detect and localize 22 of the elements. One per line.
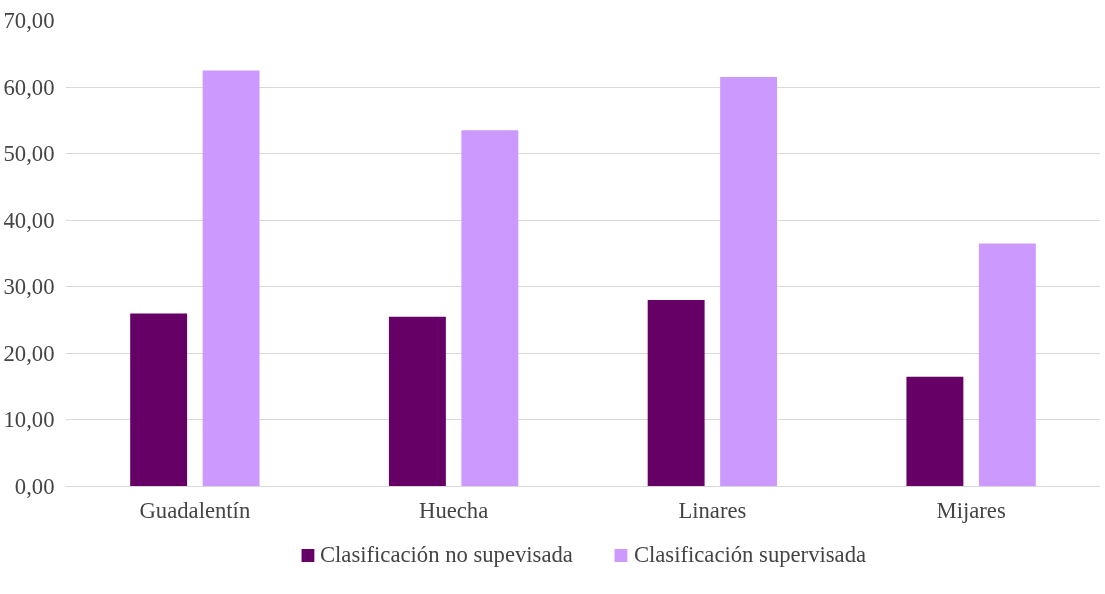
y-tick-label: 40,00 [3, 207, 55, 233]
bar [906, 376, 964, 487]
bar [130, 313, 188, 487]
y-tick-label: 0,00 [14, 474, 55, 499]
bar [202, 70, 260, 487]
y-tick-label: 10,00 [3, 407, 55, 433]
bar [461, 130, 519, 487]
x-tick-label: Linares [678, 497, 747, 523]
x-tick-label: Mijares [936, 497, 1006, 523]
y-tick-label: 70,00 [3, 8, 55, 33]
bar [720, 77, 778, 487]
y-tick-label: 30,00 [3, 274, 55, 300]
bar [388, 316, 446, 487]
legend-label: Clasificación supervisada [633, 542, 867, 568]
y-tick-label: 60,00 [3, 74, 55, 100]
x-tick-label: Huecha [419, 497, 489, 523]
y-tick-label: 20,00 [3, 340, 55, 366]
bar [978, 243, 1036, 487]
bar [647, 300, 705, 487]
x-tick-label: Guadalentín [139, 497, 251, 523]
y-tick-label: 50,00 [3, 141, 55, 167]
legend-label: Clasificación no supevisada [319, 542, 573, 568]
